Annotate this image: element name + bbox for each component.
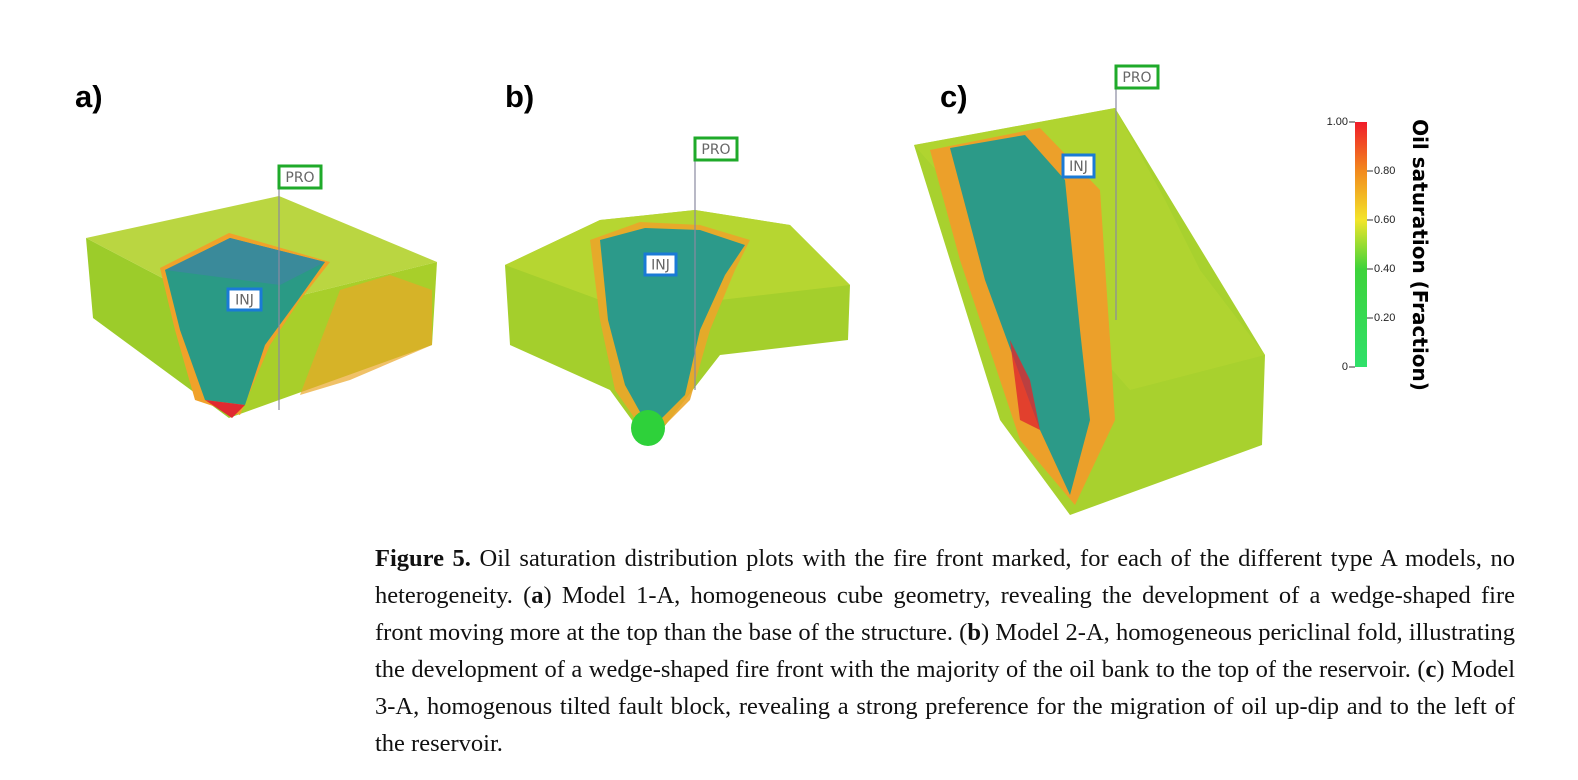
caption-key: b [967,619,981,646]
tick-label: 0.40 [1374,263,1395,275]
well-box [1061,153,1096,179]
tick-label: 0.80 [1374,165,1395,177]
caption-key: a [531,582,544,609]
caption-text: ) Model 3-A, homogenous tilted fault blo… [375,656,1516,757]
caption-text: ) Model 2-A, homogeneous periclinal fold… [375,619,1516,683]
panel-label: a) [75,79,103,114]
model-b [505,210,850,446]
well-label: PRO [1122,70,1151,86]
well-box [277,164,323,190]
panel-label: c) [940,79,968,114]
model-a [86,196,437,418]
caption-label: Figure 5. [375,545,471,572]
figure: Oil saturation (Fraction) a) PRO INJ b) PRO I… [75,64,1432,515]
well-box [693,136,739,162]
tick-label: 0.20 [1374,312,1395,324]
tick-label: 0 [1342,361,1348,373]
well-label: INJ [1069,159,1088,175]
well-label: PRO [285,170,314,186]
caption-text: Oil saturation distribution plots with t… [375,545,1515,609]
well-box [226,287,263,312]
caption-key: c [1425,656,1437,683]
tick-label: 1.00 [1327,116,1348,128]
colorbar-title: Oil saturation (Fraction) [1408,119,1432,391]
well-box [643,252,678,277]
model-c [914,108,1265,515]
well-label: INJ [651,258,670,274]
panel-label: b) [505,79,534,114]
tick-label: 0.60 [1374,214,1395,226]
colorbar [1355,122,1367,367]
well-box [1114,64,1160,90]
well-label: PRO [701,142,730,158]
well-label: INJ [235,293,254,309]
caption: Figure 5. Oil saturation distribution pl… [375,540,1515,762]
caption-text: ) Model 1-A, homogeneous cube geometry, … [375,582,1515,646]
